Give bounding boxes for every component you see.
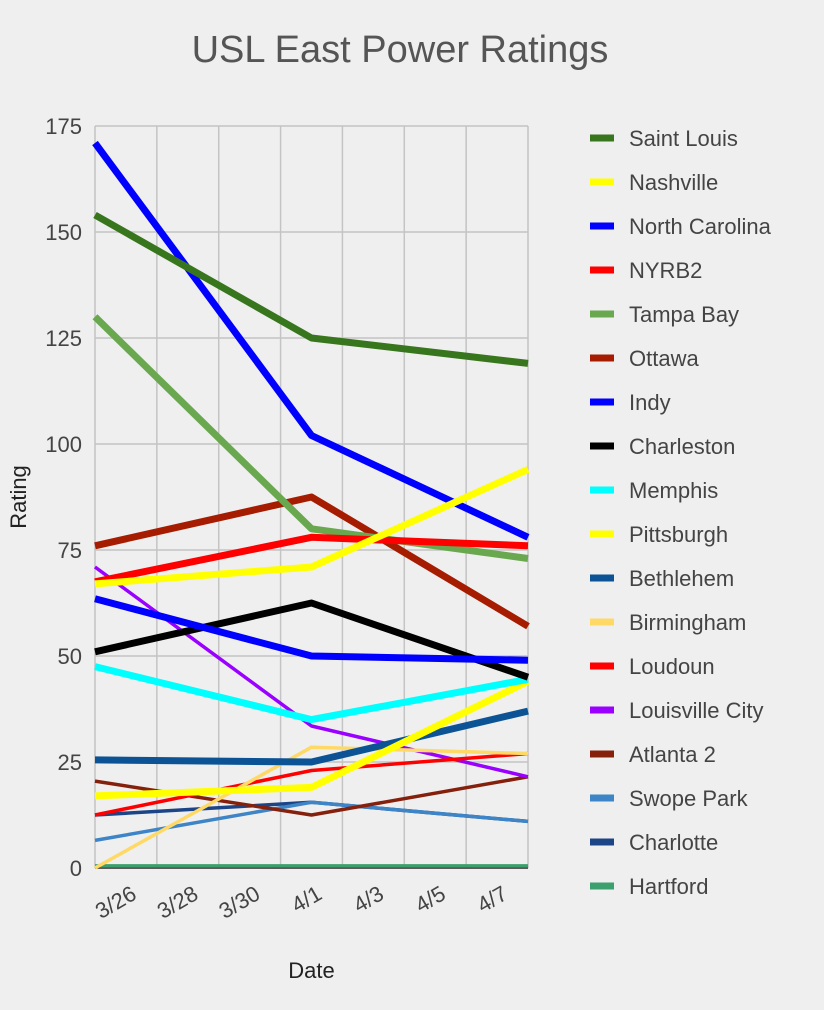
legend-label: Indy <box>629 390 671 415</box>
legend-label: Charlotte <box>629 830 718 855</box>
series-line-charlotte <box>94 800 529 824</box>
legend-label: Atlanta 2 <box>629 742 716 767</box>
series-layer <box>92 140 530 870</box>
legend-label: Charleston <box>629 434 735 459</box>
legend-label: Loudoun <box>629 654 715 679</box>
y-tick-label: 150 <box>45 220 82 245</box>
legend-label: Memphis <box>629 478 718 503</box>
legend-label: Swope Park <box>629 786 749 811</box>
legend-item: Atlanta 2 <box>590 742 716 767</box>
y-tick-label: 175 <box>45 114 82 139</box>
series-line-ottawa <box>94 493 530 630</box>
legend-item: Indy <box>590 390 671 415</box>
series-line-charleston <box>94 599 530 681</box>
legend-label: Nashville <box>629 170 718 195</box>
series-line-loudoun <box>94 751 529 817</box>
y-tick-label: 50 <box>58 644 82 669</box>
legend-label: Saint Louis <box>629 126 738 151</box>
x-tick-label: 4/5 <box>411 881 450 918</box>
series-line-nashville <box>94 466 530 588</box>
series-line-birmingham <box>94 745 529 870</box>
x-tick-label: 3/30 <box>215 881 265 924</box>
series-line-memphis <box>94 663 529 724</box>
series-line-nyrb2 <box>94 533 529 586</box>
legend-label: NYRB2 <box>629 258 702 283</box>
y-axis-label: Rating <box>6 465 31 529</box>
chart-title: USL East Power Ratings <box>192 29 609 71</box>
legend-label: Pittsburgh <box>629 522 728 547</box>
legend-item: Hartford <box>590 874 708 899</box>
x-tick-label: 3/26 <box>91 881 141 924</box>
x-tick-label: 4/7 <box>473 881 512 918</box>
legend-item: North Carolina <box>590 214 772 239</box>
legend-label: Birmingham <box>629 610 746 635</box>
series-line-tampa-bay <box>92 314 529 562</box>
legend: Saint Louis Nashville North Carolina NYRB2 T… <box>590 126 772 899</box>
legend-item: Loudoun <box>590 654 715 679</box>
legend-label: Hartford <box>629 874 708 899</box>
x-tick-label: 4/3 <box>349 881 388 918</box>
legend-item: Ottawa <box>590 346 699 371</box>
legend-item: Bethlehem <box>590 566 734 591</box>
legend-item: Memphis <box>590 478 718 503</box>
legend-label: Tampa Bay <box>629 302 739 327</box>
legend-item: Saint Louis <box>590 126 738 151</box>
x-axis-label: Date <box>288 958 334 983</box>
y-tick-label: 0 <box>70 856 82 881</box>
x-tick-label: 3/28 <box>153 881 203 924</box>
y-tick-label: 100 <box>45 432 82 457</box>
legend-item: Nashville <box>590 170 718 195</box>
y-tick-label: 25 <box>58 750 82 775</box>
legend-label: Bethlehem <box>629 566 734 591</box>
legend-item: Charleston <box>590 434 735 459</box>
legend-label: North Carolina <box>629 214 772 239</box>
series-line-saint-louis <box>93 211 529 367</box>
series-line-louisville-city <box>93 565 529 779</box>
y-axis-ticks: 0 25 50 75 100 125 150 175 <box>45 114 82 881</box>
legend-item: NYRB2 <box>590 258 702 283</box>
legend-item: Louisville City <box>590 698 764 723</box>
legend-item: Swope Park <box>590 786 749 811</box>
x-tick-label: 4/1 <box>287 881 326 918</box>
series-line-bethlehem <box>94 707 529 766</box>
legend-item: Birmingham <box>590 610 746 635</box>
legend-label: Ottawa <box>629 346 699 371</box>
legend-item: Tampa Bay <box>590 302 739 327</box>
series-line-indy <box>94 595 529 664</box>
x-axis-ticks: 3/26 3/28 3/30 4/1 4/3 4/5 4/7 <box>91 881 512 924</box>
y-tick-label: 75 <box>58 538 82 563</box>
legend-item: Pittsburgh <box>590 522 728 547</box>
legend-item: Charlotte <box>590 830 718 855</box>
series-line-swope-park <box>94 800 529 843</box>
y-tick-label: 125 <box>45 326 82 351</box>
series-line-pittsburgh <box>94 678 530 800</box>
legend-label: Louisville City <box>629 698 764 723</box>
